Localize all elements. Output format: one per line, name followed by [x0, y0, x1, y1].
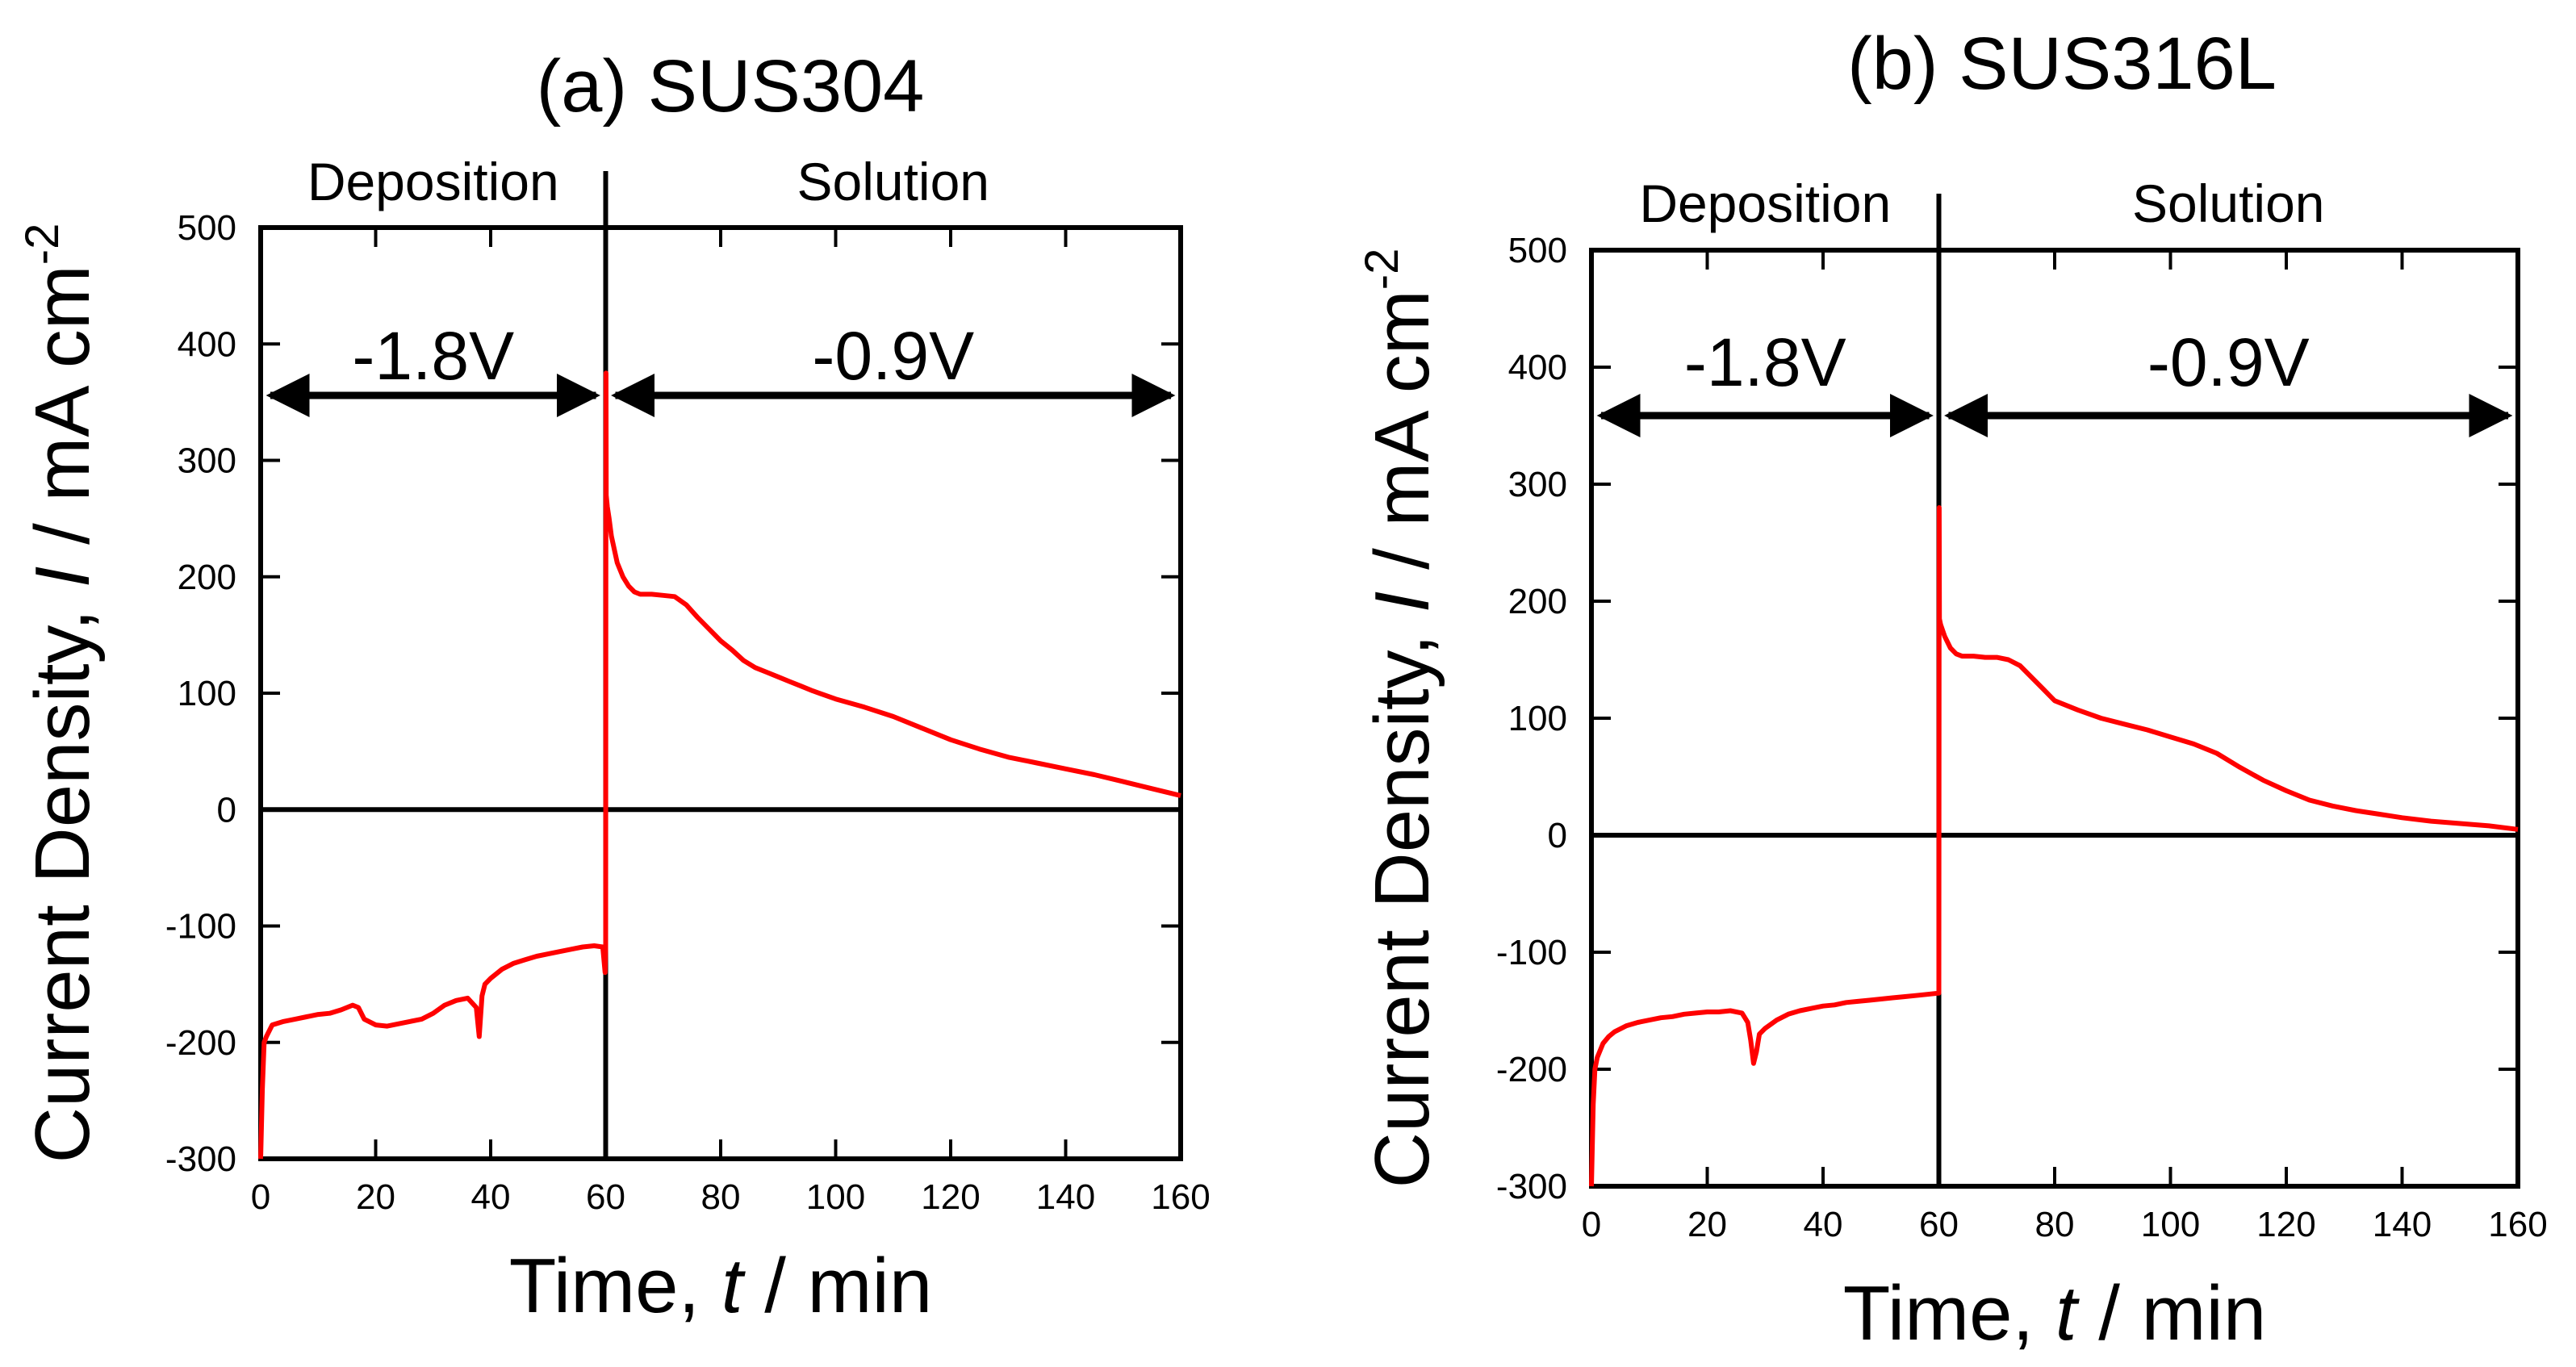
- y-tick-label: -100: [1496, 933, 1567, 972]
- y-axis-label-suffix: / mA cm: [19, 265, 106, 566]
- y-axis-label-var: I: [19, 566, 106, 588]
- region-label: Solution: [2132, 173, 2325, 233]
- x-tick-label: 80: [701, 1177, 741, 1217]
- x-tick-label: 60: [586, 1177, 625, 1217]
- chart-title: (a) SUS304: [537, 45, 925, 128]
- x-tick-label: 0: [1582, 1205, 1601, 1244]
- x-axis-label: Time, t / min: [509, 1243, 932, 1329]
- y-tick-label: 300: [178, 441, 236, 481]
- chart-title: (b) SUS316L: [1847, 23, 2277, 105]
- voltage-label: -0.9V: [2147, 324, 2310, 400]
- x-axis-label-prefix: Time,: [509, 1243, 721, 1329]
- y-axis-label-suffix: / mA cm: [1359, 290, 1445, 591]
- x-tick-label: 80: [2035, 1205, 2075, 1244]
- x-tick-label: 0: [251, 1177, 270, 1217]
- x-axis-label-prefix: Time,: [1843, 1270, 2055, 1357]
- x-tick-label: 20: [356, 1177, 395, 1217]
- y-tick-label: 0: [1548, 816, 1567, 855]
- y-tick-label: -300: [165, 1139, 236, 1179]
- x-axis-label-suffix: / min: [2077, 1270, 2267, 1357]
- x-tick-label: 140: [1036, 1177, 1095, 1217]
- y-tick-label: 300: [1508, 465, 1567, 504]
- y-tick-label: -300: [1496, 1167, 1567, 1206]
- x-tick-label: 100: [2141, 1205, 2200, 1244]
- x-axis-label-var: t: [2055, 1270, 2080, 1357]
- y-axis-label-sup: -2: [16, 224, 69, 265]
- y-tick-label: 200: [1508, 582, 1567, 621]
- region-label: Deposition: [1639, 173, 1891, 233]
- y-axis-label-sup: -2: [1356, 249, 1408, 291]
- y-tick-label: 100: [1508, 699, 1567, 738]
- y-tick-label: 200: [178, 558, 236, 597]
- series-line-a: [258, 370, 1181, 1160]
- y-axis-label-prefix: Current Density,: [19, 587, 106, 1163]
- x-tick-label: 60: [1919, 1205, 1959, 1244]
- x-tick-label: 40: [1804, 1205, 1843, 1244]
- region-label: Solution: [797, 152, 989, 211]
- x-tick-label: 100: [806, 1177, 865, 1217]
- region-label: Deposition: [307, 152, 559, 211]
- x-tick-label: 160: [2488, 1205, 2547, 1244]
- voltage-label: -0.9V: [812, 318, 974, 394]
- y-axis-label: Current Density, I / mA cm-2: [16, 224, 106, 1164]
- y-tick-label: 0: [217, 790, 236, 830]
- voltage-label: -1.8V: [352, 318, 514, 394]
- x-axis-label-var: t: [721, 1243, 746, 1329]
- y-tick-label: 400: [1508, 348, 1567, 387]
- x-tick-label: 160: [1151, 1177, 1210, 1217]
- x-tick-label: 120: [2256, 1205, 2315, 1244]
- y-axis-label-prefix: Current Density,: [1359, 612, 1445, 1188]
- x-axis-label-suffix: / min: [743, 1243, 933, 1329]
- y-axis-label-var: I: [1359, 592, 1445, 613]
- x-tick-label: 140: [2373, 1205, 2432, 1244]
- y-tick-label: 100: [178, 674, 236, 713]
- y-tick-label: 500: [178, 208, 236, 248]
- chart-panel-b: (b) SUS316L -300 -200 -100 0 100 200 300 400 500 0…: [1356, 23, 2548, 1357]
- voltage-label: -1.8V: [1684, 324, 1846, 400]
- y-tick-label: -200: [1496, 1050, 1567, 1089]
- x-tick-label: 120: [921, 1177, 980, 1217]
- y-tick-label: -200: [165, 1023, 236, 1063]
- y-tick-label: 500: [1508, 231, 1567, 270]
- series-line-b: [1589, 505, 2519, 1187]
- x-axis-label: Time, t / min: [1843, 1270, 2266, 1357]
- chart-panel-a: (a) SUS304 -300 -200 -100 0 100 200 300 400 500 0 2…: [16, 45, 1211, 1329]
- x-tick-label: 20: [1687, 1205, 1727, 1244]
- x-tick-label: 40: [471, 1177, 511, 1217]
- y-tick-label: -100: [165, 907, 236, 947]
- y-axis-label: Current Density, I / mA cm-2: [1356, 249, 1445, 1189]
- y-tick-label: 400: [178, 324, 236, 364]
